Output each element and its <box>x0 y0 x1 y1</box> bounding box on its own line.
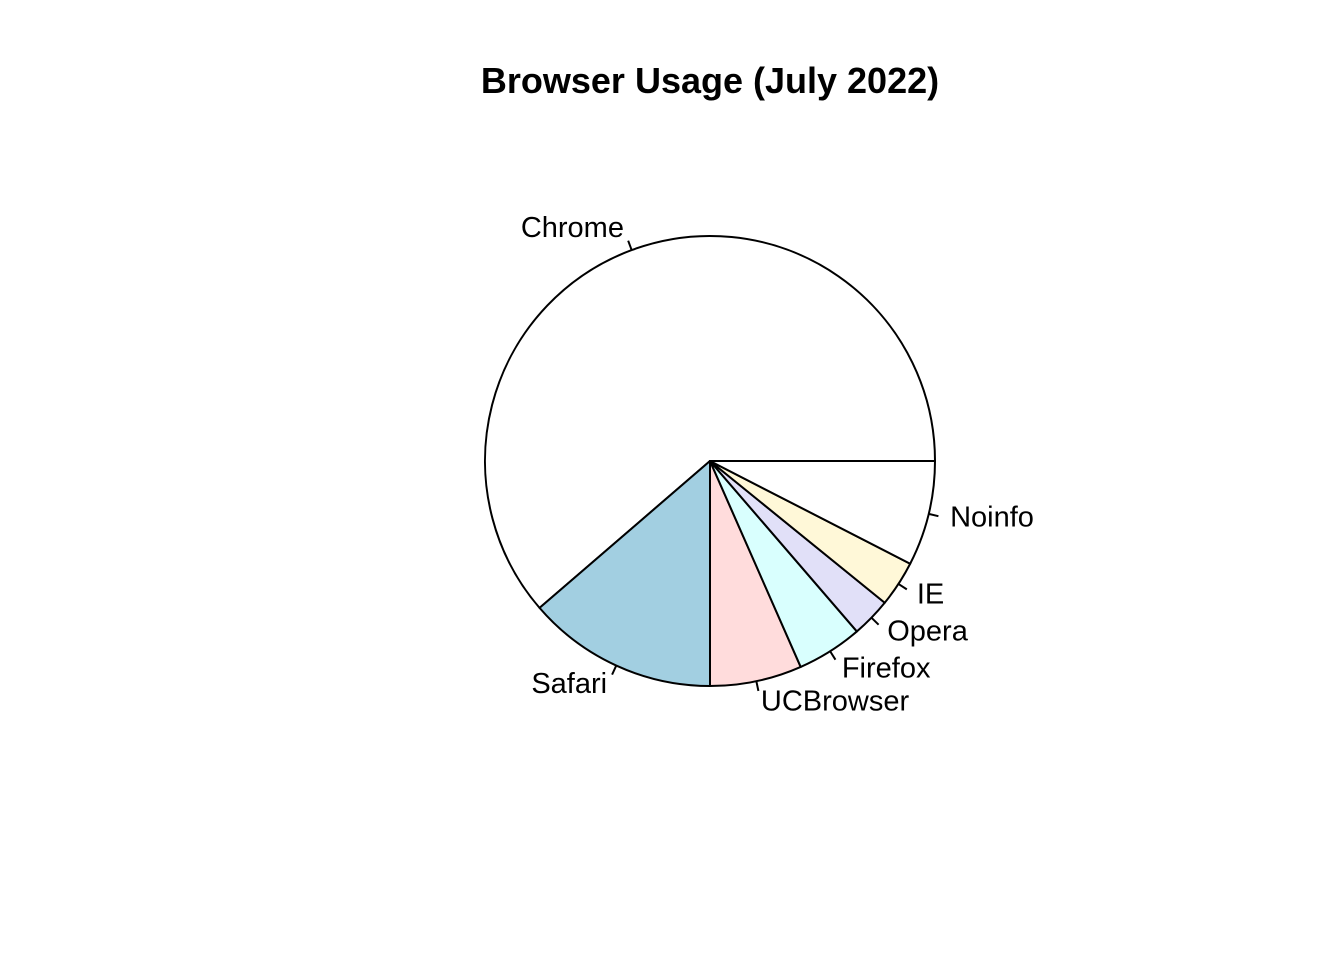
pie-label-opera: Opera <box>887 616 968 648</box>
tick-ucbrowser <box>755 680 760 692</box>
tick-ie <box>897 583 908 591</box>
tick-chrome <box>627 240 633 251</box>
tick-noinfo <box>928 512 939 518</box>
chart-title: Browser Usage (July 2022) <box>481 60 939 101</box>
tick-safari <box>611 665 618 676</box>
pie-label-ucbrowser: UCBrowser <box>761 685 910 717</box>
pie-label-noinfo: Noinfo <box>950 502 1034 534</box>
pie-slice-noinfo <box>709 460 936 565</box>
pie-slices <box>484 235 936 687</box>
tick-opera <box>870 617 880 626</box>
pie-label-chrome: Chrome <box>521 212 624 244</box>
pie-label-ticks <box>611 240 939 692</box>
pie-label-firefox: Firefox <box>842 653 931 685</box>
tick-firefox <box>829 650 837 661</box>
pie-label-safari: Safari <box>531 668 607 700</box>
pie-label-ie: IE <box>917 579 944 611</box>
